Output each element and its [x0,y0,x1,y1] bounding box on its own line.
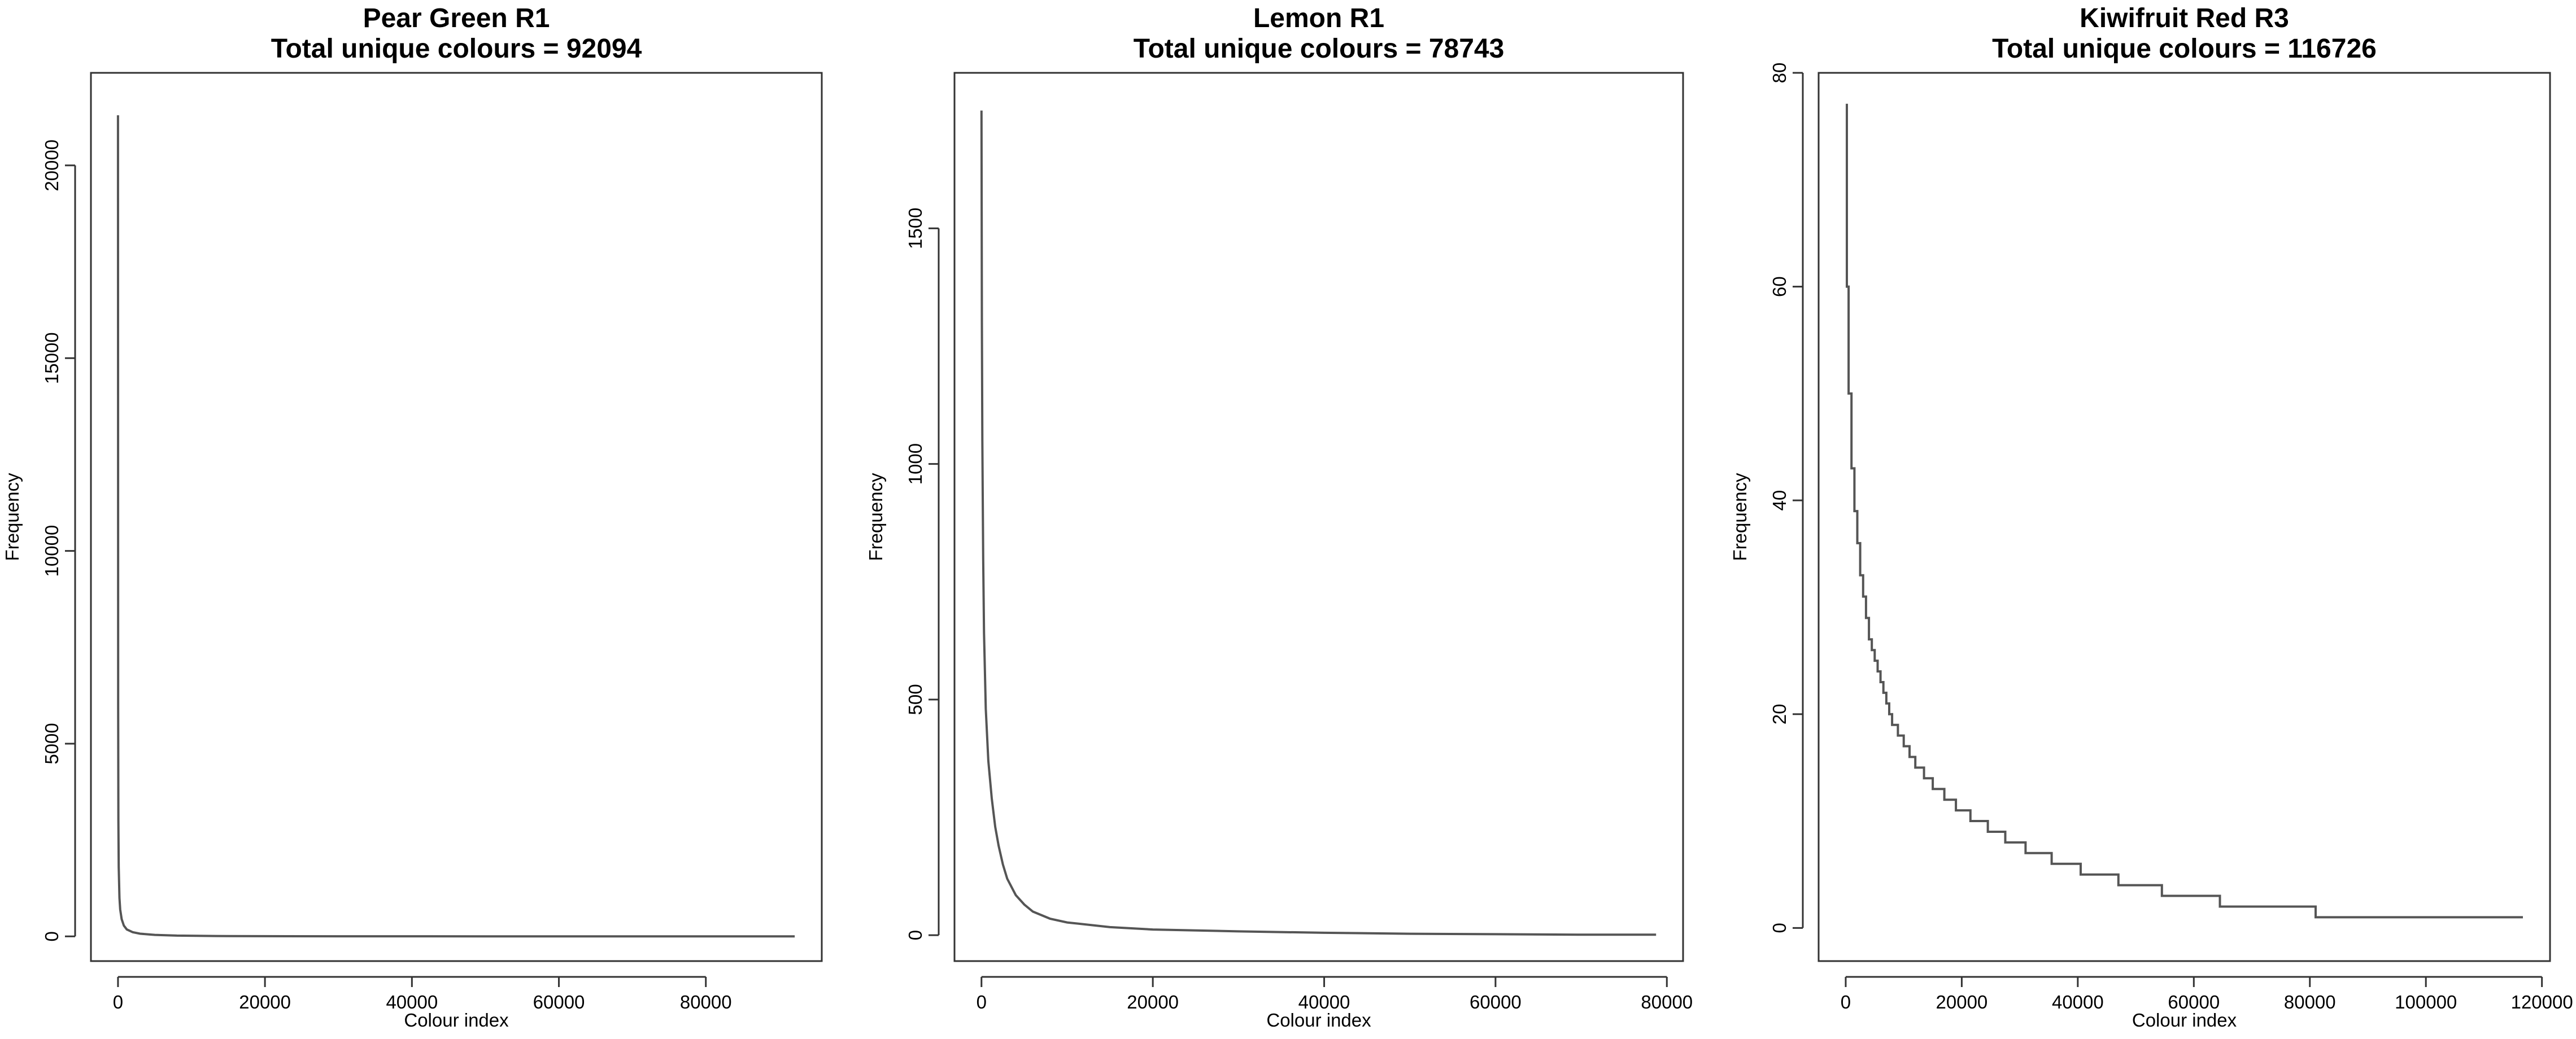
plot-frame [953,72,1684,962]
chart-subtitle: Total unique colours = 116726 [1992,34,2377,64]
chart-subtitle: Total unique colours = 78743 [1134,34,1505,64]
chart-subtitle: Total unique colours = 92094 [271,34,642,64]
y-axis-label: Frequency [2,473,23,561]
x-tick-label: 100000 [2395,992,2457,1012]
x-tick-label: 0 [1841,992,1851,1012]
x-tick-label: 80000 [2284,992,2336,1012]
x-tick-label: 80000 [680,992,732,1012]
x-tick-label: 60000 [533,992,585,1012]
plot-frame [90,72,823,962]
frequency-series-line [116,115,795,938]
y-tick-label: 20 [1769,704,1790,724]
x-tick-label: 40000 [2052,992,2104,1012]
chart-title: Kiwifruit Red R3 [2080,3,2289,33]
plot-frame [1817,72,2551,962]
frequency-series-line [1846,103,2523,919]
x-tick-label: 20000 [1936,992,1988,1012]
y-tick-label: 0 [1769,923,1790,933]
y-tick-label: 1000 [905,443,926,484]
x-tick-label: 80000 [1641,992,1693,1012]
x-tick-label: 40000 [1298,992,1350,1012]
y-axis-label: Frequency [1729,473,1750,561]
x-tick-label: 0 [113,992,123,1012]
x-tick-label: 120000 [2511,992,2573,1012]
y-tick-label: 60 [1769,276,1790,297]
y-tick-label: 40 [1769,490,1790,511]
x-axis-label: Colour index [2132,1010,2237,1031]
y-tick-label: 80 [1769,63,1790,84]
frequency-series-line [980,110,1657,936]
chart-title: Pear Green R1 [363,3,550,33]
x-tick-label: 40000 [386,992,438,1012]
y-tick-label: 1500 [905,208,926,249]
y-tick-label: 20000 [41,139,62,191]
y-axis-label: Frequency [865,473,886,561]
x-tick-label: 60000 [1470,992,1522,1012]
x-tick-label: 0 [977,992,987,1012]
chart-title: Lemon R1 [1253,3,1384,33]
y-tick-label: 10000 [41,525,62,577]
y-tick-label: 0 [905,930,926,940]
y-tick-label: 15000 [41,332,62,384]
x-axis-label: Colour index [404,1010,509,1031]
x-tick-label: 20000 [1127,992,1179,1012]
y-tick-label: 5000 [41,723,62,764]
x-tick-label: 60000 [2168,992,2220,1012]
x-axis-label: Colour index [1266,1010,1371,1031]
y-tick-label: 500 [905,684,926,715]
y-tick-label: 0 [41,931,62,941]
x-tick-label: 20000 [239,992,291,1012]
